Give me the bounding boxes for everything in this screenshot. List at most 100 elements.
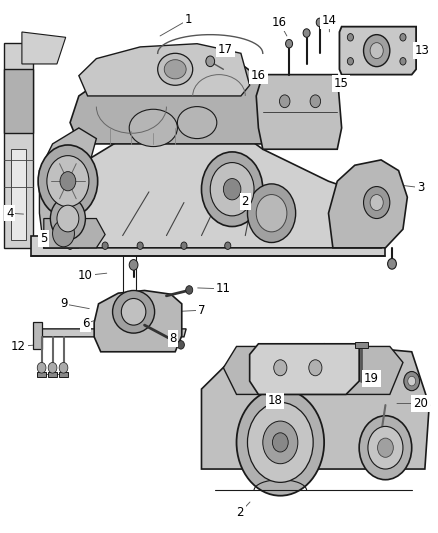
Polygon shape [94, 290, 182, 352]
Text: 5: 5 [40, 232, 47, 245]
Polygon shape [35, 329, 186, 337]
Polygon shape [201, 344, 429, 469]
Ellipse shape [129, 260, 138, 270]
Circle shape [274, 360, 287, 376]
Text: 4: 4 [6, 207, 14, 220]
Ellipse shape [158, 53, 193, 85]
Circle shape [102, 242, 108, 249]
Circle shape [316, 18, 323, 27]
Text: 10: 10 [78, 269, 93, 282]
Circle shape [279, 95, 290, 108]
Polygon shape [328, 160, 407, 248]
Text: 17: 17 [218, 43, 233, 55]
Polygon shape [48, 372, 57, 377]
Polygon shape [79, 44, 250, 96]
Text: 20: 20 [413, 397, 428, 410]
Ellipse shape [53, 220, 74, 247]
Circle shape [400, 34, 406, 41]
Ellipse shape [57, 205, 79, 232]
Text: 8: 8 [170, 332, 177, 345]
Polygon shape [4, 43, 33, 248]
Text: 6: 6 [81, 317, 89, 330]
Ellipse shape [378, 438, 393, 457]
Text: 13: 13 [414, 44, 429, 57]
Polygon shape [44, 117, 381, 248]
Circle shape [67, 242, 73, 249]
Ellipse shape [210, 163, 254, 216]
Text: 7: 7 [198, 304, 205, 317]
Circle shape [404, 372, 420, 391]
Text: 12: 12 [11, 340, 26, 353]
Ellipse shape [223, 179, 241, 200]
Ellipse shape [370, 195, 383, 211]
Circle shape [59, 362, 68, 373]
Text: 3: 3 [417, 181, 424, 194]
Polygon shape [22, 32, 66, 64]
Ellipse shape [60, 172, 76, 191]
Text: 11: 11 [216, 282, 231, 295]
Polygon shape [256, 75, 342, 149]
Circle shape [408, 376, 416, 386]
Circle shape [181, 242, 187, 249]
Circle shape [48, 362, 57, 373]
Ellipse shape [50, 197, 85, 240]
Polygon shape [37, 372, 46, 377]
Ellipse shape [364, 35, 390, 67]
Ellipse shape [164, 60, 186, 79]
Polygon shape [4, 69, 33, 133]
Polygon shape [339, 27, 416, 75]
Polygon shape [105, 227, 219, 236]
Polygon shape [31, 236, 385, 256]
Polygon shape [355, 342, 368, 348]
Ellipse shape [38, 145, 98, 217]
Circle shape [177, 341, 184, 349]
Polygon shape [223, 346, 403, 394]
Text: 2: 2 [241, 195, 249, 208]
Ellipse shape [388, 259, 396, 269]
Ellipse shape [263, 421, 298, 464]
Ellipse shape [47, 156, 89, 207]
Circle shape [206, 56, 215, 67]
Ellipse shape [247, 184, 296, 243]
Text: 16: 16 [272, 16, 287, 29]
Text: 18: 18 [268, 394, 283, 407]
Ellipse shape [177, 107, 217, 139]
Circle shape [137, 242, 143, 249]
Polygon shape [70, 59, 272, 144]
Ellipse shape [272, 433, 288, 452]
Text: 14: 14 [322, 14, 337, 27]
Ellipse shape [237, 389, 324, 496]
Circle shape [286, 39, 293, 48]
Text: 16: 16 [251, 69, 266, 82]
Text: 9: 9 [60, 297, 67, 310]
Circle shape [186, 286, 193, 294]
Polygon shape [39, 128, 96, 248]
Circle shape [400, 58, 406, 65]
Ellipse shape [368, 426, 403, 469]
Ellipse shape [370, 43, 383, 59]
Text: 15: 15 [333, 77, 348, 90]
Polygon shape [250, 344, 359, 394]
Ellipse shape [247, 402, 313, 482]
Ellipse shape [201, 152, 263, 227]
Circle shape [347, 34, 353, 41]
Circle shape [309, 360, 322, 376]
Text: 19: 19 [364, 372, 379, 385]
Ellipse shape [256, 195, 287, 232]
Polygon shape [59, 372, 68, 377]
Ellipse shape [113, 290, 155, 333]
Circle shape [37, 362, 46, 373]
Polygon shape [11, 149, 26, 240]
Ellipse shape [364, 187, 390, 219]
Text: 1: 1 [184, 13, 192, 26]
Circle shape [310, 95, 321, 108]
Circle shape [303, 29, 310, 37]
Text: 2: 2 [236, 506, 244, 519]
Circle shape [225, 242, 231, 249]
Ellipse shape [129, 109, 177, 147]
Polygon shape [33, 322, 42, 349]
Circle shape [347, 58, 353, 65]
Ellipse shape [359, 416, 412, 480]
Ellipse shape [121, 298, 146, 325]
Polygon shape [44, 219, 105, 248]
